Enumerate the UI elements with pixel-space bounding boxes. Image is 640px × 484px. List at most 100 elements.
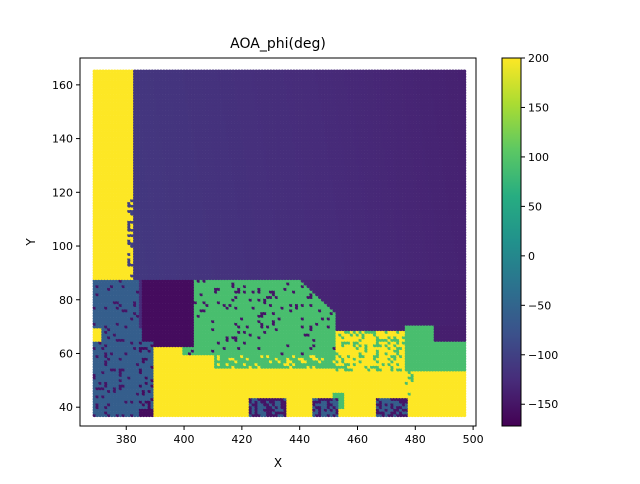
data-point (121, 410, 126, 415)
data-point (378, 399, 383, 404)
data-point (248, 399, 253, 404)
data-point (445, 413, 449, 418)
data-point (442, 413, 447, 418)
data-point (268, 399, 273, 404)
data-point (138, 397, 143, 401)
data-point (320, 413, 325, 418)
data-point (112, 413, 117, 418)
data-point (153, 397, 158, 401)
data-point (338, 413, 342, 418)
data-point (266, 410, 270, 415)
data-point (442, 402, 447, 407)
data-point (338, 402, 342, 407)
data-point (98, 408, 103, 412)
data-point (384, 405, 389, 410)
data-point (257, 402, 262, 407)
data-point (370, 399, 374, 404)
data-point (309, 402, 314, 407)
data-point (320, 402, 325, 407)
data-point (135, 410, 140, 415)
data-point (127, 397, 131, 401)
data-point (387, 408, 392, 412)
data-point (448, 399, 452, 404)
data-point (153, 402, 158, 407)
data-point (430, 410, 435, 415)
data-point (439, 399, 444, 404)
data-point (297, 408, 302, 412)
data-point (242, 408, 247, 412)
data-point (318, 408, 322, 412)
data-point (453, 413, 458, 418)
data-point (286, 405, 290, 410)
data-point (176, 413, 181, 418)
data-point (297, 410, 302, 415)
data-point (456, 410, 461, 415)
data-point (115, 397, 120, 401)
data-point (309, 399, 314, 404)
data-point (141, 410, 146, 415)
data-point (179, 408, 184, 412)
data-point (141, 399, 146, 404)
data-point (130, 410, 134, 415)
data-point (352, 399, 357, 404)
data-point (283, 399, 288, 404)
data-point (214, 399, 218, 404)
data-point (179, 397, 184, 401)
data-point (242, 413, 247, 418)
data-point (384, 408, 389, 412)
data-point (182, 405, 186, 410)
data-point (329, 399, 334, 404)
data-point (176, 402, 181, 407)
data-point (323, 408, 328, 412)
data-point (294, 410, 299, 415)
data-point (208, 413, 212, 418)
data-point (286, 410, 290, 415)
data-point (127, 408, 131, 412)
data-point (448, 405, 452, 410)
data-point (439, 405, 444, 410)
data-point (101, 399, 105, 404)
data-point (159, 410, 163, 415)
data-point (144, 405, 149, 410)
data-point (225, 408, 230, 412)
data-point (320, 405, 325, 410)
data-point (433, 408, 438, 412)
data-point (404, 399, 409, 404)
data-point (231, 399, 236, 404)
data-point (196, 413, 201, 418)
data-point (396, 399, 400, 404)
data-point (390, 399, 395, 404)
data-point (459, 410, 464, 415)
data-point (222, 399, 227, 404)
data-point (416, 399, 421, 404)
data-point (109, 408, 114, 412)
data-point (147, 408, 152, 412)
data-point (404, 408, 409, 412)
data-point (410, 410, 415, 415)
data-point (211, 399, 215, 404)
data-point (260, 408, 264, 412)
data-point (303, 413, 308, 418)
data-point (118, 408, 123, 412)
data-point (127, 410, 131, 415)
data-point (199, 410, 204, 415)
data-point (346, 399, 351, 404)
data-point (124, 410, 129, 415)
data-point (112, 408, 117, 412)
data-point (445, 405, 449, 410)
data-point (364, 410, 369, 415)
data-point (300, 405, 305, 410)
data-point (375, 399, 380, 404)
data-point (240, 413, 244, 418)
data-point (121, 408, 126, 412)
data-point (216, 410, 221, 415)
data-point (413, 413, 418, 418)
data-point (326, 399, 331, 404)
data-point (225, 405, 230, 410)
data-point (133, 408, 137, 412)
data-point (274, 410, 279, 415)
data-point (257, 410, 262, 415)
data-point (346, 405, 351, 410)
data-point (115, 410, 120, 415)
data-point (332, 413, 337, 418)
